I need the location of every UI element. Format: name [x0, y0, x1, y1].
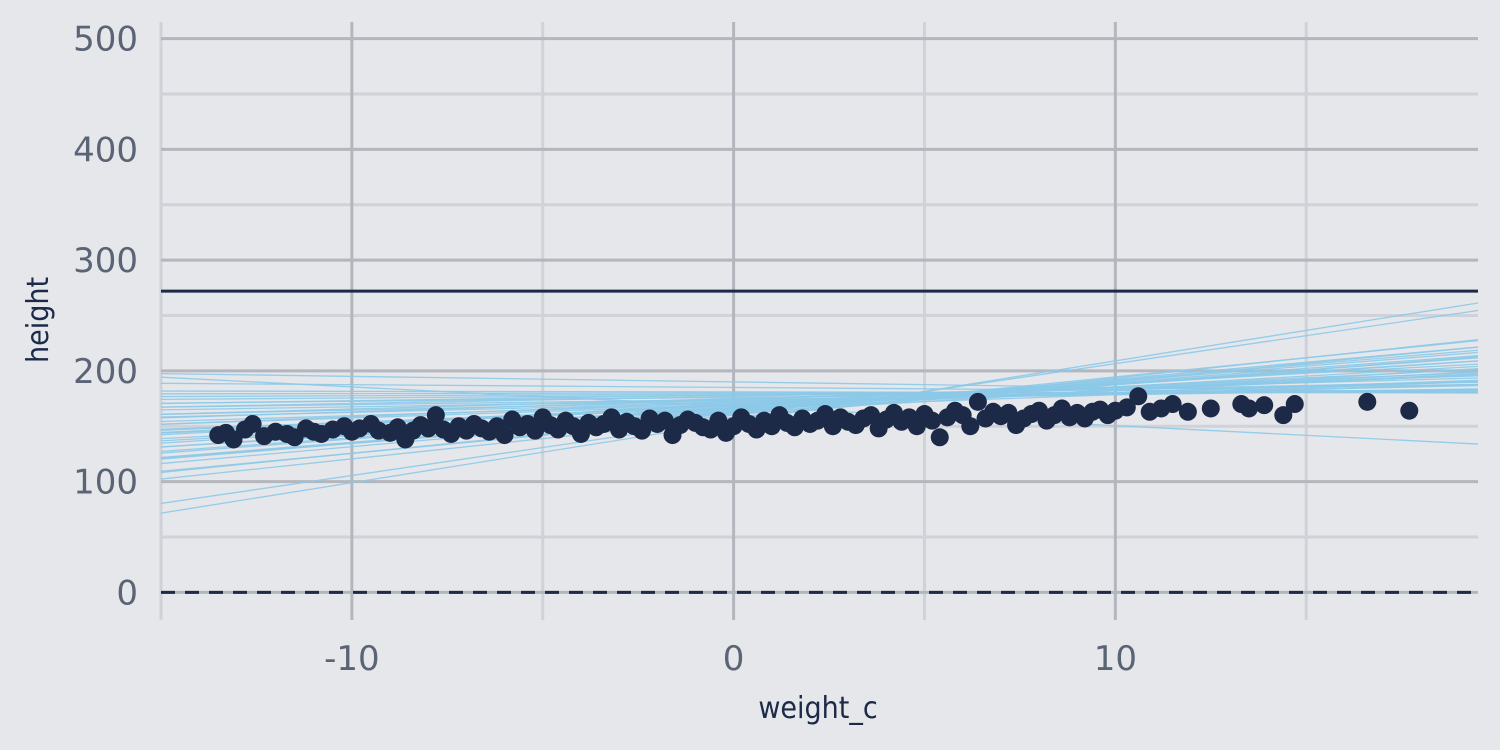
x-axis-ticks: -10 0 10: [324, 639, 1137, 679]
y-tick-label: 300: [73, 241, 138, 281]
data-point: [1178, 402, 1197, 421]
data-point: [1274, 406, 1293, 425]
prior-line: [160, 390, 1479, 394]
data-point: [655, 411, 674, 430]
prior-line: [160, 382, 1479, 394]
prior-line: [160, 375, 1479, 419]
major-gridlines: [161, 22, 1478, 620]
data-point: [1285, 395, 1304, 414]
x-axis-title: weight_c: [758, 691, 877, 726]
x-tick-label: 10: [1094, 639, 1137, 679]
data-point: [1201, 399, 1220, 418]
data-point: [419, 419, 438, 438]
prior-line: [160, 351, 1479, 459]
y-tick-label: 100: [73, 463, 138, 503]
x-tick-label: -10: [324, 639, 380, 679]
reference-lines: [161, 289, 1478, 594]
prior-line: [160, 372, 1479, 425]
prior-line: [160, 372, 1479, 394]
data-point: [1117, 398, 1136, 417]
data-point: [495, 426, 514, 445]
prior-line: [160, 383, 1479, 405]
data-point: [1239, 399, 1258, 418]
data-point: [243, 414, 262, 433]
data-points: [209, 387, 1419, 449]
y-axis-title: height: [21, 277, 56, 363]
data-point: [968, 392, 987, 411]
y-axis-ticks: 0 100 200 300 400 500: [73, 20, 138, 614]
data-point: [1129, 387, 1148, 406]
data-point: [930, 428, 949, 447]
data-point: [1358, 392, 1377, 411]
data-point: [426, 406, 445, 425]
y-tick-label: 400: [73, 130, 138, 170]
data-point: [961, 417, 980, 436]
data-point: [923, 411, 942, 430]
y-tick-label: 0: [116, 573, 138, 613]
y-tick-label: 200: [73, 352, 138, 392]
data-point: [1255, 396, 1274, 415]
data-point: [862, 406, 881, 425]
prior-line: [160, 377, 1479, 415]
data-point: [526, 421, 545, 440]
prior-line: [160, 381, 1479, 408]
x-tick-label: 0: [723, 639, 745, 679]
y-tick-label: 500: [73, 20, 138, 60]
data-point: [1400, 401, 1419, 420]
data-point: [1163, 395, 1182, 414]
